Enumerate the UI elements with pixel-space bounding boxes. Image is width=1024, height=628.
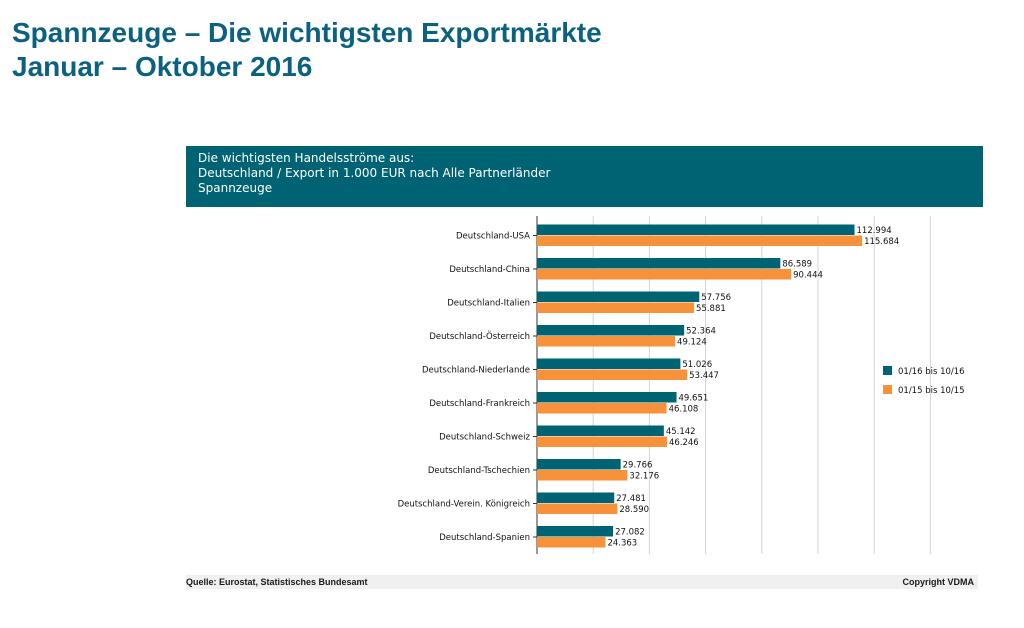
data-label: 57.756 [701,293,731,303]
bar-series-2016 [537,291,700,302]
bar-series-2016 [537,358,681,369]
category-label: Deutschland-USA [456,232,530,242]
chart-header-line-3: Spannzeuge [198,181,273,195]
bar-series-2015 [537,537,606,548]
chart-header-line-1: Die wichtigsten Handelsströme aus: [198,151,415,165]
data-label: 49.124 [677,338,707,348]
data-label: 46.108 [669,405,699,415]
category-label: Deutschland-Frankreich [429,399,530,409]
data-label: 27.481 [616,494,646,504]
chart-header-line-2: Deutschland / Export in 1.000 EUR nach A… [198,166,551,180]
data-label: 51.026 [682,360,712,370]
bar-series-2015 [537,436,667,447]
bar-series-2015 [537,336,676,347]
data-label: 27.082 [615,528,645,538]
bar-series-2015 [537,302,695,313]
data-label: 52.364 [686,327,716,337]
data-label: 28.590 [619,505,649,515]
copyright-note: Copyright VDMA [902,577,975,587]
data-label: 24.363 [607,539,637,549]
legend-label: 01/15 bis 10/15 [898,386,965,396]
legend-label: 01/16 bis 10/16 [898,367,965,377]
data-label: 49.651 [679,394,709,404]
category-label: Deutschland-Verein. Königreich [398,500,530,510]
bar-series-2015 [537,470,628,481]
category-label: Deutschland-Österreich [429,331,530,342]
chart-footer: Quelle: Eurostat, Statistisches Bundesam… [186,575,978,589]
data-label: 90.444 [793,271,823,281]
data-label: 46.246 [669,438,699,448]
bar-series-2016 [537,325,685,336]
bar-series-2016 [537,492,615,503]
bar-series-2016 [537,425,664,436]
source-note: Quelle: Eurostat, Statistisches Bundesam… [186,577,368,587]
category-label: Deutschland-Italien [447,299,530,309]
data-label: 55.881 [696,304,726,314]
data-label: 29.766 [623,461,653,471]
legend-swatch [883,385,892,394]
bar-series-2016 [537,224,855,235]
chart-header: Die wichtigsten Handelsströme aus: Deuts… [186,146,983,207]
bar-series-2016 [537,459,621,470]
slide-title: Spannzeuge – Die wichtigsten Exportmärkt… [12,16,602,84]
bar-series-2015 [537,235,863,246]
bar-series-2015 [537,403,667,414]
bar-series-2016 [537,526,614,537]
data-label: 86.589 [782,260,812,270]
data-label: 115.684 [864,237,899,247]
data-label: 53.447 [689,371,719,381]
bar-series-2016 [537,258,781,269]
category-label: Deutschland-Schweiz [439,433,530,443]
data-label: 32.176 [629,472,659,482]
bar-series-2015 [537,269,792,280]
slide-title-line-1: Spannzeuge – Die wichtigsten Exportmärkt… [12,17,602,48]
data-label: 45.142 [666,427,696,437]
category-label: Deutschland-Tschechien [428,466,530,476]
bar-series-2015 [537,369,688,380]
category-label: Deutschland-Spanien [439,533,530,543]
legend-swatch [883,366,892,375]
bar-series-2015 [537,503,618,514]
slide-title-line-2: Januar – Oktober 2016 [12,51,313,82]
category-label: Deutschland-China [449,265,530,275]
category-label: Deutschland-Niederlande [422,366,530,376]
bar-series-2016 [537,392,677,403]
data-label: 112.994 [857,226,892,236]
